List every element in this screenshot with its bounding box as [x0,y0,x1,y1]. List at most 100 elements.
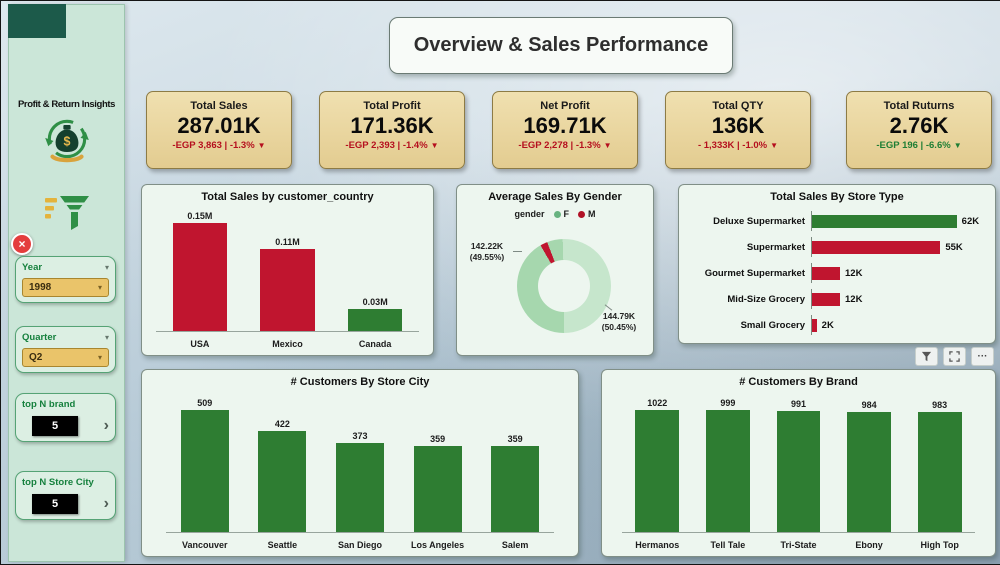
chart-legend: gender F M [457,209,653,219]
bar-Mid-Size Grocery[interactable] [812,292,840,306]
brand-bar-chart: 1022 Hermanos 999 Tell Tale 991 Tri-State 984 E… [622,398,975,550]
quarter-dropdown[interactable]: Q2 ▾ [22,348,109,367]
report-title-card: Overview & Sales Performance [389,17,733,74]
kpi-value: 2.76K [889,113,949,138]
trend-down-icon: ▼ [603,141,612,151]
quarter-slicer: Quarter ▾ Q2 ▾ [15,326,116,373]
bar-value-label: 359 [507,434,523,445]
top-n-brand-slicer: top N brand 5 › [15,393,116,442]
bar-value-label: 0.03M [362,296,388,307]
kpi-label: Total Profit [363,100,421,112]
chevron-right-icon[interactable]: › [103,495,109,512]
trend-down-icon: ▼ [770,141,779,151]
slicer-label: Quarter [22,332,57,343]
chevron-right-icon[interactable]: › [103,417,109,434]
bar-value-label: 373 [352,430,368,441]
bar-Deluxe Supermarket[interactable] [812,214,957,228]
clear-filters-button[interactable]: × [11,233,33,255]
filter-icon[interactable] [915,347,938,366]
top-n-brand-header: top N brand [22,399,109,410]
chart-title: Total Sales By Store Type [770,191,904,203]
bar-Tell Tale[interactable] [706,410,750,532]
category-label: High Top [920,540,959,550]
category-label: Seattle [267,540,298,550]
bar-column: 359 Los Angeles [398,398,477,550]
category-label: Mid-Size Grocery [727,293,805,305]
bar-row: Supermarket 55K [687,237,987,257]
category-label: San Diego [337,540,382,550]
bar-High Top[interactable] [917,412,962,532]
sidebar-title: Profit & Return Insights [17,99,115,110]
category-label: Ebony [855,540,883,550]
slice-label-f: 142.22K (49.55%) [469,241,505,262]
bar-value-label: 359 [430,434,446,445]
top-n-brand-input[interactable]: 5 [32,416,78,436]
category-label: Hermanos [635,540,680,550]
bar-Canada[interactable] [348,308,403,331]
bar-San Diego[interactable] [335,442,385,532]
top-n-store-city-input[interactable]: 5 [32,494,78,514]
legend-item-f[interactable]: F [553,209,569,219]
more-options-icon[interactable]: ··· [971,347,994,366]
bar-Salem[interactable] [491,446,540,532]
category-label: Tri-State [780,540,817,550]
kpi-value: 169.71K [523,113,607,138]
bar-column: 984 Ebony [833,398,905,550]
slicer-label: top N brand [22,399,76,410]
legend-dot-f [553,210,561,218]
bar-value-label: 0.11M [275,236,300,247]
bar-USA[interactable] [172,223,227,331]
chart-average-sales-by-gender: Average Sales By Gender gender F M 142.2… [456,184,654,356]
chevron-down-icon: ▾ [97,352,102,362]
bar-Seattle[interactable] [258,431,307,532]
bar-value-label: 2K [821,319,834,331]
bar-Tri-State[interactable] [776,411,821,532]
bar-Supermarket[interactable] [812,240,941,254]
quarter-slicer-header[interactable]: Quarter ▾ [22,332,109,343]
bar-Ebony[interactable] [847,412,891,532]
bar-Gourmet Supermarket[interactable] [812,266,840,280]
bar-value-label: 12K [845,267,863,279]
gender-donut-chart [517,239,611,333]
kpi-value: 287.01K [177,113,261,138]
kpi-card-total-sales: Total Sales 287.01K -EGP 3,863 | -1.3% ▼ [146,91,292,169]
bar-column: 999 Tell Tale [692,398,764,550]
bar-column: 359 Salem [476,398,554,550]
bar-Hermanos[interactable] [635,410,680,532]
sidebar: Profit & Return Insights $ [8,4,125,562]
chart-total-sales-by-country: Total Sales by customer_country 0.15M USA… [141,184,434,356]
callout-line [513,251,522,252]
category-label: Deluxe Supermarket [713,215,805,227]
bar-value-label: 991 [790,399,806,410]
chevron-down-icon: ▾ [104,262,109,272]
kpi-delta: - 1,333K | -1.0% ▼ [697,140,779,152]
legend-title: gender [514,209,545,219]
focus-mode-icon[interactable] [943,347,966,366]
bar-Los Angeles[interactable] [413,446,462,532]
year-dropdown[interactable]: 1998 ▾ [22,278,109,297]
category-label: Salem [501,540,529,550]
top-n-store-city-header: top N Store City [22,477,109,488]
bar-Mexico[interactable] [260,248,315,331]
kpi-delta: -EGP 2,278 | -1.3% ▼ [518,140,612,152]
close-icon: × [18,237,26,251]
bar-value-label: 0.15M [187,211,213,221]
bar-row: Mid-Size Grocery 12K [687,289,987,309]
legend-item-m[interactable]: M [578,209,596,219]
country-bar-chart: 0.15M USA 0.11M Mexico 0.03M Canada [156,211,420,349]
kpi-card-total-qty: Total QTY 136K - 1,333K | -1.0% ▼ [665,91,811,169]
selected-quarter: Q2 [29,352,43,363]
chart-title: # Customers By Store City [290,376,430,388]
bar-column: 509 Vancouver [166,398,244,550]
chart-title: Average Sales By Gender [488,191,622,203]
slice-label-m: 144.79K (50.45%) [601,311,637,332]
chevron-down-icon: ▾ [104,332,109,342]
bar-value-label: 55K [945,241,963,253]
bar-Vancouver[interactable] [180,410,229,532]
bar-Small Grocery[interactable] [812,318,817,332]
bar-row: Deluxe Supermarket 62K [687,211,987,231]
kpi-label: Total QTY [712,100,764,112]
year-slicer-header[interactable]: Year ▾ [22,262,109,273]
top-n-store-city-slicer: top N Store City 5 › [15,471,116,520]
